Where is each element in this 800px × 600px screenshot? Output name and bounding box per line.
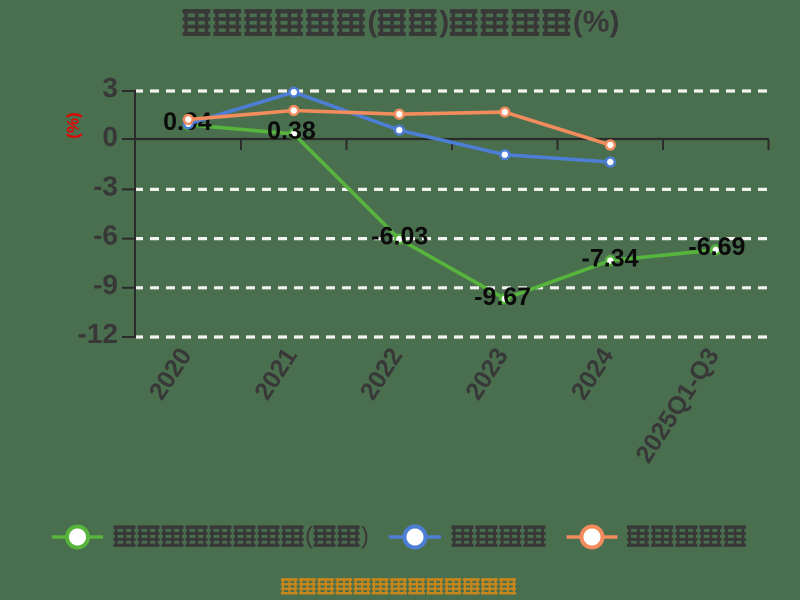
svg-text:0: 0 xyxy=(102,121,118,152)
svg-text:0.38: 0.38 xyxy=(267,117,316,145)
svg-text:): ) xyxy=(439,6,449,39)
svg-text:3: 3 xyxy=(102,72,118,103)
svg-text:-6.69: -6.69 xyxy=(688,233,745,261)
svg-text:(: ( xyxy=(367,6,377,39)
svg-text:(%): (%) xyxy=(64,112,83,138)
svg-text:(: ( xyxy=(305,523,313,550)
svg-text:-12: -12 xyxy=(78,318,118,349)
svg-text:-6: -6 xyxy=(93,220,118,251)
svg-text:(%): (%) xyxy=(573,6,620,39)
svg-text:-6.03: -6.03 xyxy=(371,223,428,251)
svg-text:): ) xyxy=(361,523,369,550)
svg-text:-9: -9 xyxy=(93,269,118,300)
svg-text:-7.34: -7.34 xyxy=(582,245,639,273)
svg-text:-3: -3 xyxy=(93,170,118,201)
svg-text:-9.67: -9.67 xyxy=(474,283,531,311)
